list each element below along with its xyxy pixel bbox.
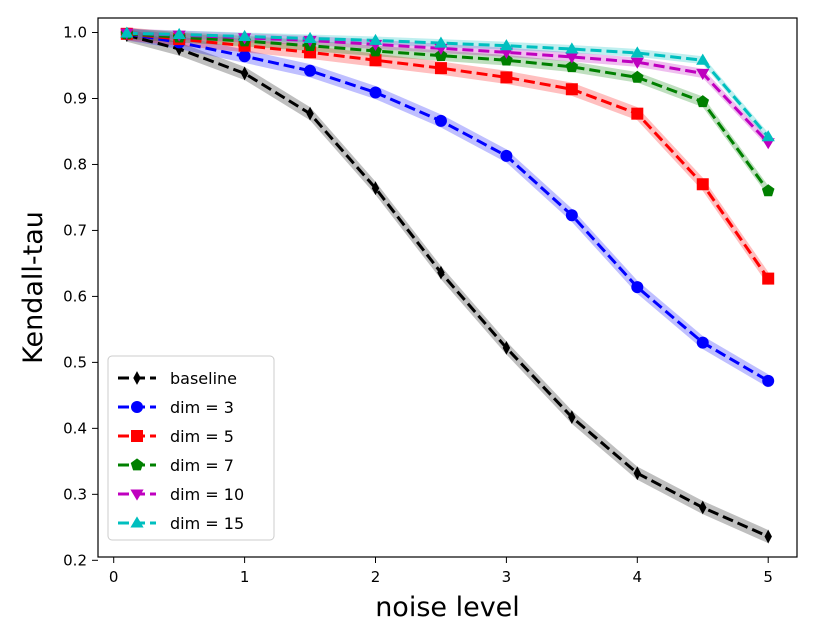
point-dim-7 bbox=[565, 60, 579, 73]
point-dim-10 bbox=[630, 57, 644, 69]
y-tick-label: 0.4 bbox=[63, 419, 87, 437]
point-dim-3 bbox=[762, 374, 775, 387]
y-axis-label: Kendall-tau bbox=[18, 211, 49, 364]
legend-box bbox=[107, 355, 275, 541]
point-dim-3 bbox=[565, 209, 578, 222]
legend-label-dim-10: dim = 10 bbox=[170, 485, 244, 504]
point-baseline bbox=[240, 66, 249, 81]
y-tick-label: 1.0 bbox=[63, 24, 87, 42]
legend-label-baseline: baseline bbox=[170, 369, 237, 388]
point-dim-7 bbox=[434, 49, 448, 61]
point-baseline bbox=[502, 340, 511, 355]
point-dim-15 bbox=[303, 31, 317, 43]
point-dim-15 bbox=[172, 27, 186, 39]
point-dim-3 bbox=[500, 149, 513, 162]
point-dim-15 bbox=[120, 26, 134, 38]
band-dim-3 bbox=[126, 27, 769, 388]
point-dim-3 bbox=[434, 114, 447, 127]
y-tick-label: 0.8 bbox=[63, 155, 87, 173]
legend-label-dim-5: dim = 5 bbox=[170, 427, 234, 446]
band-dim-10 bbox=[126, 28, 769, 148]
band-baseline bbox=[126, 28, 769, 544]
legend-marker-dim-3 bbox=[131, 401, 143, 413]
point-baseline bbox=[371, 181, 380, 196]
point-dim-15 bbox=[499, 39, 514, 51]
y-tick-label: 0.2 bbox=[63, 551, 87, 569]
point-dim-7 bbox=[500, 53, 513, 66]
point-dim-3 bbox=[238, 50, 251, 63]
point-dim-3 bbox=[631, 281, 644, 294]
point-baseline bbox=[764, 529, 772, 544]
point-dim-10 bbox=[499, 47, 514, 59]
band-dim-7 bbox=[126, 28, 769, 197]
axis-ticks: 0 1 2 3 4 5 0.2 0.3 0.4 0.5 0.6 0.7 0.8 0.9 1.0 bbox=[63, 24, 773, 586]
x-axis-label: noise level bbox=[375, 592, 520, 623]
x-tick-label: 3 bbox=[502, 568, 512, 586]
y-tick-label: 0.3 bbox=[63, 485, 87, 503]
legend: baseline dim = 3 dim = 5 dim = 7 dim = 10 dim… bbox=[107, 355, 275, 541]
point-baseline bbox=[633, 466, 642, 481]
series-markers bbox=[120, 26, 775, 544]
point-dim-3 bbox=[304, 64, 317, 77]
point-dim-7 bbox=[631, 70, 644, 83]
legend-marker-baseline bbox=[133, 371, 141, 385]
legend-marker-dim-10 bbox=[130, 489, 144, 501]
point-baseline bbox=[568, 410, 576, 425]
x-tick-label: 1 bbox=[240, 568, 250, 586]
y-tick-label: 0.7 bbox=[63, 221, 87, 239]
point-dim-15 bbox=[434, 36, 448, 48]
legend-label-dim-3: dim = 3 bbox=[170, 398, 234, 417]
x-tick-label: 0 bbox=[109, 568, 119, 586]
point-dim-15 bbox=[368, 33, 383, 45]
legend-marker-dim-15 bbox=[130, 516, 144, 528]
point-dim-10 bbox=[696, 68, 710, 81]
point-dim-15 bbox=[565, 42, 579, 54]
point-dim-5 bbox=[762, 272, 775, 285]
point-dim-10 bbox=[565, 52, 579, 64]
x-tick-label: 5 bbox=[763, 568, 773, 586]
point-dim-15 bbox=[238, 29, 252, 41]
point-dim-3 bbox=[369, 86, 382, 99]
legend-label-dim-7: dim = 7 bbox=[170, 456, 234, 475]
y-tick-label: 0.5 bbox=[63, 353, 87, 371]
x-tick-label: 4 bbox=[633, 568, 643, 586]
confidence-bands bbox=[126, 27, 769, 544]
point-baseline bbox=[699, 500, 707, 515]
point-dim-7 bbox=[696, 95, 710, 108]
point-dim-15 bbox=[761, 130, 775, 142]
point-dim-5 bbox=[369, 54, 382, 67]
point-dim-5 bbox=[565, 83, 578, 96]
plot-frame bbox=[97, 17, 798, 558]
point-dim-5 bbox=[500, 71, 513, 84]
point-dim-15 bbox=[696, 53, 710, 65]
point-dim-5 bbox=[696, 178, 709, 191]
line-dim-5 bbox=[126, 32, 770, 280]
legend-marker-dim-7 bbox=[130, 458, 144, 471]
point-baseline bbox=[437, 265, 445, 280]
point-dim-5 bbox=[434, 62, 447, 75]
point-baseline bbox=[306, 106, 314, 121]
x-tick-label: 2 bbox=[371, 568, 381, 586]
point-dim-7 bbox=[761, 184, 775, 197]
y-tick-label: 0.9 bbox=[63, 89, 87, 107]
legend-marker-dim-5 bbox=[131, 430, 143, 442]
legend-label-dim-15: dim = 15 bbox=[170, 514, 244, 533]
point-dim-3 bbox=[696, 336, 709, 349]
y-tick-label: 0.6 bbox=[63, 287, 87, 305]
point-dim-15 bbox=[630, 46, 644, 58]
point-dim-5 bbox=[631, 107, 644, 120]
